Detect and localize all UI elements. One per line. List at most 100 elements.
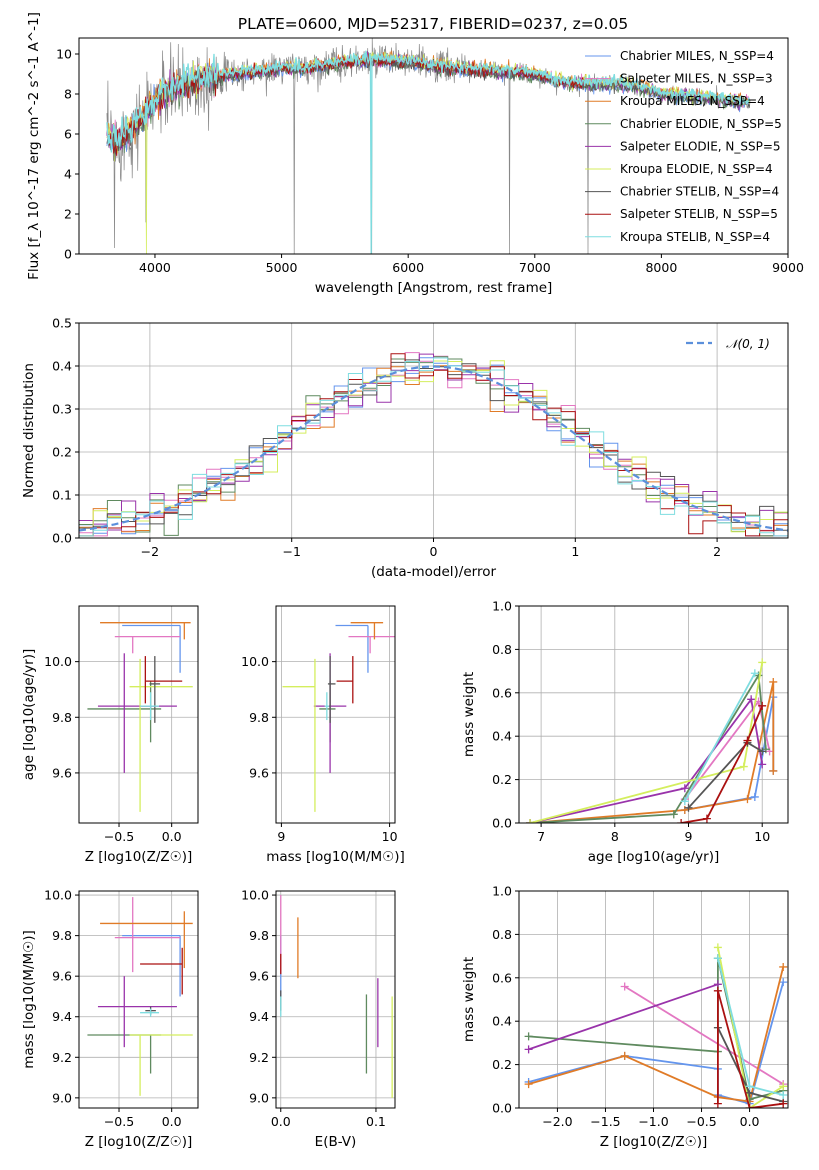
axes-frame: 4000 5000 6000 7000 8000 9000 0 2 4 6 8 10 wavelengt… bbox=[26, 12, 804, 296]
plus-marker bbox=[524, 1080, 533, 1089]
x-tick-label: −2 bbox=[141, 544, 159, 559]
axes-border bbox=[78, 37, 789, 255]
mass-vs-extinction-panel: 0.0 0.1 9.0 9.2 9.4 9.6 9.8 10.0 E(B-V) bbox=[241, 888, 396, 1150]
x-tick-label: 4000 bbox=[139, 260, 171, 275]
plot-area bbox=[87, 897, 193, 1096]
y-tick-label: 9.8 bbox=[249, 710, 269, 725]
plus-marker bbox=[758, 701, 767, 710]
plot-area bbox=[526, 658, 778, 823]
x-tick-label: −1 bbox=[282, 544, 300, 559]
axes-frame: 7 8 9 10 0.0 0.2 0.4 0.6 0.8 1.0 age [log10(age/yr… bbox=[461, 599, 789, 865]
y-tick-label: 0.2 bbox=[492, 772, 512, 787]
y-tick-label: 1.0 bbox=[492, 599, 512, 614]
y-tick-label: 0.4 bbox=[52, 359, 72, 374]
y-tick-label: 0.1 bbox=[52, 488, 72, 503]
y-tick-label: 2 bbox=[64, 207, 72, 222]
mass-weight-line bbox=[680, 705, 764, 823]
y-tick-label: 1.0 bbox=[492, 884, 512, 899]
x-axis-label: Z [log10(Z/Z☉)] bbox=[85, 1134, 193, 1150]
y-tick-label: 9.8 bbox=[52, 710, 72, 725]
error-bar-point bbox=[327, 656, 336, 723]
legend-label: Chabrier MILES, N_SSP=4 bbox=[620, 49, 774, 63]
plus-marker bbox=[750, 792, 759, 801]
weight-vs-metallicity-panel: −2.0 −1.5 −1.0 −0.5 0.0 0.0 0.2 0.4 0.6 0.8 1.0 Z [… bbox=[461, 884, 789, 1150]
error-bar-point bbox=[122, 934, 181, 997]
plot-area bbox=[87, 622, 193, 812]
legend-label: Kroupa ELODIE, N_SSP=4 bbox=[620, 162, 773, 176]
legend-label: Chabrier ELODIE, N_SSP=5 bbox=[620, 117, 782, 131]
x-axis-label: (data-model)/error bbox=[371, 564, 497, 580]
y-tick-label: 10.0 bbox=[241, 654, 269, 669]
x-axis-label: mass [log10(M/M☉)] bbox=[266, 849, 405, 865]
mass-weight-line bbox=[529, 697, 764, 823]
x-tick-label: −1.0 bbox=[638, 1114, 668, 1129]
y-tick-label: 10.0 bbox=[241, 888, 269, 903]
normal-distribution-curve bbox=[79, 365, 788, 532]
y-axis-label: mass weight bbox=[461, 957, 477, 1042]
plot-background bbox=[79, 891, 198, 1108]
plus-marker bbox=[745, 1082, 754, 1091]
plus-marker bbox=[743, 736, 752, 745]
age-vs-mass-panel: 9 10 9.6 9.8 10.0 mass [log10(M/M☉)] bbox=[241, 605, 405, 865]
error-bar-point bbox=[350, 622, 384, 640]
x-tick-label: 0.0 bbox=[162, 829, 182, 844]
error-bar-point bbox=[140, 1008, 160, 1017]
x-tick-label: 0.0 bbox=[162, 1114, 182, 1129]
y-tick-label: 9.2 bbox=[52, 1050, 72, 1065]
x-axis-label: E(B-V) bbox=[315, 1134, 357, 1150]
mass-weight-line bbox=[717, 990, 784, 1108]
error-bar-point bbox=[140, 947, 183, 995]
x-tick-label: 7 bbox=[537, 829, 545, 844]
y-tick-label: 9.2 bbox=[249, 1050, 269, 1065]
y-tick-label: 0.0 bbox=[492, 1101, 512, 1116]
plus-marker bbox=[680, 784, 689, 793]
mass-weight-line bbox=[624, 985, 784, 1085]
plus-marker bbox=[769, 677, 778, 686]
y-tick-label: 6 bbox=[64, 127, 72, 142]
error-bar-point bbox=[348, 635, 395, 654]
y-tick-label: 9.6 bbox=[249, 969, 269, 984]
weight-vs-age-panel: 7 8 9 10 0.0 0.2 0.4 0.6 0.8 1.0 age [log10(age/yr… bbox=[461, 599, 789, 865]
x-tick-label: 9000 bbox=[772, 260, 804, 275]
y-tick-label: 0.3 bbox=[52, 402, 72, 417]
error-bar-point bbox=[100, 911, 193, 969]
plot-area bbox=[280, 895, 393, 1098]
x-tick-label: 0.0 bbox=[271, 1114, 291, 1129]
mass-weight-line bbox=[528, 983, 719, 1051]
figure-title: PLATE=0600, MJD=52317, FIBERID=0237, z=0… bbox=[238, 15, 628, 33]
y-tick-label: 0.6 bbox=[492, 970, 512, 985]
x-tick-label: 10 bbox=[382, 829, 398, 844]
plus-marker bbox=[524, 1032, 533, 1041]
y-tick-label: 0.8 bbox=[492, 642, 512, 657]
mass-weight-line bbox=[684, 672, 756, 802]
x-axis-label: Z [log10(Z/Z☉)] bbox=[600, 1134, 708, 1150]
error-bar-point bbox=[122, 624, 181, 673]
x-tick-label: 7000 bbox=[519, 260, 551, 275]
axes-frame: −0.5 0.0 9.6 9.8 10.0 Z [log10(Z/Z☉)] age [log… bbox=[21, 605, 199, 865]
plus-marker bbox=[677, 819, 686, 823]
y-tick-label: 9.6 bbox=[52, 969, 72, 984]
plot-background bbox=[276, 891, 395, 1108]
y-axis-label: mass weight bbox=[461, 672, 477, 757]
x-tick-label: 8000 bbox=[645, 260, 677, 275]
residual-histogram bbox=[79, 353, 788, 537]
plus-marker bbox=[713, 986, 722, 995]
error-bar-point bbox=[324, 692, 330, 721]
plus-marker bbox=[758, 658, 767, 667]
plus-marker bbox=[779, 978, 788, 987]
plus-marker bbox=[745, 1104, 754, 1108]
x-tick-label: 9 bbox=[277, 829, 285, 844]
plot-background bbox=[519, 606, 788, 823]
plus-marker bbox=[758, 760, 767, 769]
plus-marker bbox=[524, 1045, 533, 1054]
x-tick-label: 0.0 bbox=[740, 1114, 760, 1129]
x-tick-label: 9 bbox=[685, 829, 693, 844]
axes-border bbox=[275, 605, 396, 824]
x-tick-label: −1.5 bbox=[590, 1114, 620, 1129]
y-tick-label: 10.0 bbox=[44, 654, 72, 669]
plus-marker bbox=[669, 810, 678, 819]
plus-marker bbox=[702, 814, 711, 823]
plot-background bbox=[79, 606, 198, 823]
plus-marker bbox=[750, 669, 759, 678]
